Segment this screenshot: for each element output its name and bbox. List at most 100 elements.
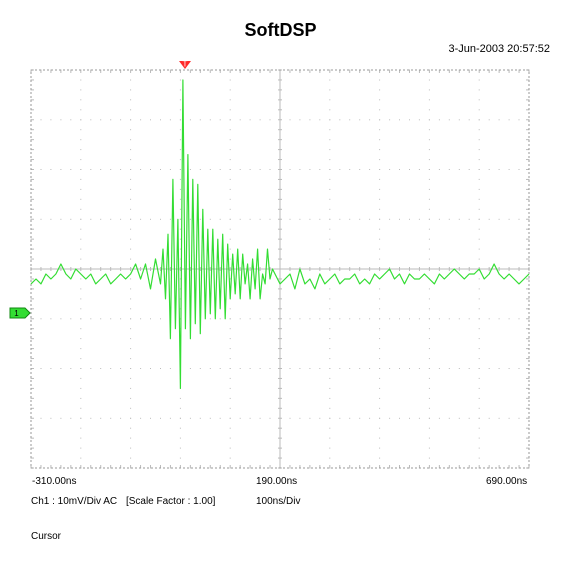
- grid-dot: [130, 397, 132, 399]
- grid-dot: [379, 457, 381, 459]
- grid-dot: [269, 368, 271, 369]
- grid-dot: [130, 437, 132, 439]
- grid-dot: [428, 198, 430, 200]
- grid-dot: [329, 178, 331, 180]
- grid-dot: [379, 198, 381, 200]
- grid-dot: [110, 417, 112, 419]
- grid-dot: [319, 169, 321, 170]
- grid-dot: [219, 218, 221, 220]
- grid-dot: [428, 139, 430, 141]
- grid-dot: [498, 368, 500, 369]
- grid-dot: [458, 368, 460, 369]
- grid-dot: [478, 338, 480, 340]
- grid-dot: [379, 288, 381, 290]
- grid-dot: [448, 119, 450, 121]
- grid-dot: [329, 338, 331, 340]
- grid-dot: [140, 218, 142, 220]
- grid-dot: [428, 228, 430, 230]
- grid-dot: [369, 119, 371, 121]
- cursor-label[interactable]: Cursor: [31, 531, 62, 542]
- grid-dot: [438, 218, 440, 220]
- channel-scale: Ch1 : 10mV/Div AC: [31, 496, 118, 507]
- grid-dot: [179, 99, 181, 101]
- grid-dot: [239, 218, 241, 220]
- grid-dot: [349, 417, 351, 419]
- grid-dot: [478, 427, 480, 429]
- grid-dot: [289, 169, 291, 170]
- grid-dot: [329, 377, 331, 379]
- grid-dot: [329, 397, 331, 399]
- grid-dot: [389, 318, 391, 320]
- grid-dot: [508, 169, 510, 170]
- grid-dot: [60, 218, 62, 220]
- grid-dot: [269, 218, 271, 220]
- grid-dot: [179, 129, 181, 131]
- grid-dot: [100, 218, 102, 220]
- grid-dot: [299, 417, 301, 419]
- grid-dot: [130, 288, 132, 290]
- grid-dot: [329, 368, 331, 369]
- grid-dot: [80, 99, 82, 101]
- grid-dot: [379, 218, 381, 220]
- grid-dot: [189, 119, 191, 121]
- grid-dot: [399, 119, 400, 121]
- grid-dot: [179, 417, 181, 419]
- grid-dot: [179, 308, 181, 310]
- grid-dot: [229, 159, 231, 161]
- grid-dot: [339, 368, 341, 369]
- grid-dot: [309, 368, 311, 369]
- grid-dot: [229, 437, 231, 439]
- grid-dot: [319, 417, 321, 419]
- grid-dot: [40, 318, 42, 320]
- grid-dot: [110, 218, 112, 220]
- grid-dot: [329, 238, 331, 240]
- grid-dot: [60, 417, 62, 419]
- grid-dot: [100, 368, 102, 369]
- grid-dot: [428, 208, 430, 210]
- channel-1-trace: [30, 79, 530, 389]
- grid-dot: [478, 377, 480, 379]
- grid-dot: [40, 417, 42, 419]
- channel-1-marker-icon[interactable]: 1: [9, 307, 31, 319]
- grid-dot: [359, 318, 361, 320]
- grid-dot: [80, 228, 82, 230]
- grid-dot: [329, 298, 331, 300]
- grid-dot: [80, 288, 82, 290]
- grid-dot: [70, 368, 72, 369]
- grid-dot: [428, 129, 430, 131]
- grid-dot: [478, 99, 480, 101]
- grid-dot: [219, 318, 221, 320]
- grid-dot: [70, 119, 72, 121]
- grid-dot: [329, 348, 331, 350]
- grid-dot: [418, 218, 420, 220]
- grid-dot: [80, 139, 82, 141]
- grid-dot: [448, 169, 450, 170]
- grid-dot: [50, 119, 52, 121]
- grid-dot: [379, 447, 381, 449]
- grid-dot: [130, 417, 132, 419]
- grid-dot: [458, 169, 460, 170]
- grid-dot: [229, 218, 231, 220]
- grid-dot: [130, 99, 132, 101]
- grid-dot: [80, 397, 82, 399]
- grid-dot: [130, 298, 132, 300]
- grid-dot: [259, 119, 261, 121]
- grid-dot: [478, 387, 480, 389]
- grid-dot: [130, 159, 132, 161]
- grid-dot: [379, 328, 381, 330]
- page-title: SoftDSP: [244, 20, 317, 40]
- grid-dot: [249, 417, 251, 419]
- grid-dot: [468, 119, 470, 121]
- grid-dot: [428, 368, 430, 369]
- trigger-marker-icon[interactable]: T: [179, 60, 191, 70]
- grid-dot: [70, 417, 72, 419]
- x-tick-label-right: 690.00ns: [486, 476, 528, 487]
- grid-dot: [189, 169, 191, 170]
- grid-dot: [299, 218, 301, 220]
- grid-dot: [438, 119, 440, 121]
- grid-dot: [130, 447, 132, 449]
- grid-dot: [80, 238, 82, 240]
- grid-dot: [90, 169, 92, 170]
- grid-dot: [80, 109, 82, 111]
- grid-dot: [80, 149, 82, 151]
